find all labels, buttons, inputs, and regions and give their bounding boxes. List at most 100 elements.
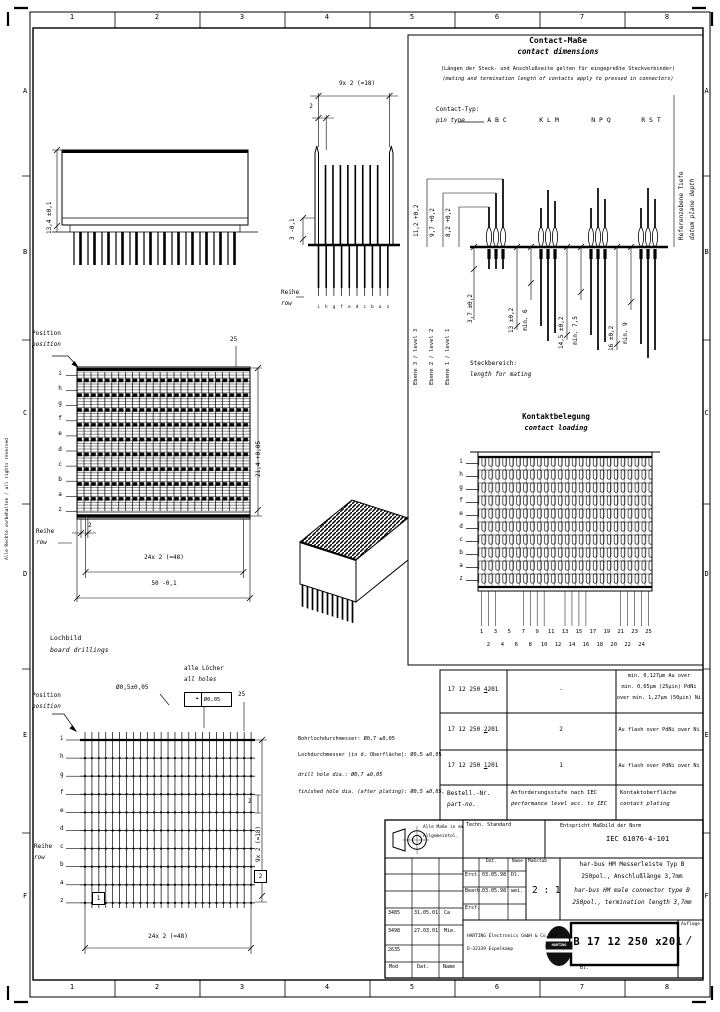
- revision-1-mod: 3485: [388, 910, 401, 916]
- zone-number-top: 3: [239, 13, 245, 21]
- part-no-row-3: 17 12 250 1201: [448, 762, 499, 769]
- top-view-row-label-en: row: [36, 539, 47, 546]
- contact-loading-col-number: 22: [624, 642, 631, 648]
- dim-termination: 3,7 ±0,2: [467, 294, 474, 323]
- level-2-label: Ebene 2 / level 2: [429, 328, 435, 385]
- company-city: D-32339 Espelkamp: [467, 947, 514, 952]
- revision-header-date: Dat.: [417, 964, 430, 970]
- approvals-name-header: Name: [512, 859, 523, 864]
- drillings-vspan-dim: 9x 2 (=18): [255, 825, 262, 862]
- top-view-row-letter: d: [58, 445, 62, 453]
- revision-2-mod: 3498: [388, 928, 401, 934]
- units-note-1: Alle Maße in mm: [423, 825, 464, 830]
- end-view-row-letter: z: [386, 305, 390, 310]
- contact-dims-title-en: contact dimensions: [517, 47, 599, 56]
- generated-line-art: [66, 165, 659, 908]
- dim-klm-total: 13 ±0,2: [508, 307, 515, 333]
- zone-ticks: [22, 12, 710, 997]
- dim-9-7: 9,7 +0,2: [429, 208, 436, 237]
- revision-3-mod: 2635: [388, 947, 401, 953]
- plating-row-1-l1: min. 0,127µm Au over: [627, 673, 691, 679]
- copyright-note: Alle Rechte vorbehalten / all rights res…: [5, 438, 10, 560]
- contact-loading-col-number: 21: [617, 629, 624, 635]
- zone-letter-right: E: [704, 731, 709, 739]
- zone-letter-left: B: [23, 248, 28, 256]
- end-view-row-letter: h: [324, 305, 328, 310]
- zone-number-top: 6: [494, 13, 500, 21]
- pin-type-label-en: pin type: [436, 117, 465, 124]
- drill-note-4: finished hole dia. (after plating): Ø0,5…: [298, 789, 445, 795]
- drillings-row-label-en: row: [34, 854, 45, 861]
- top-view-pos-25: 25: [230, 336, 238, 343]
- drill-note-2: Lochdurchmesser (in d. Oberfläche): Ø0,5…: [298, 752, 442, 758]
- note-ref-2: 2: [254, 870, 267, 883]
- drillings-all-holes: alle Löcher: [184, 665, 224, 672]
- contact-loading-col-number: 25: [645, 629, 652, 635]
- dim-rst-min: min. 9: [622, 322, 629, 344]
- drillings-title-en: board drillings: [50, 646, 109, 654]
- zone-number-bottom: 6: [494, 983, 500, 991]
- end-view-row-letter: g: [332, 305, 336, 310]
- drillings-row-letter: h: [60, 752, 64, 760]
- end-view-row-letter: c: [363, 305, 367, 310]
- drill-note-3: drill hole dia.: Ø0,7 ±0,05: [298, 772, 383, 778]
- part-var: 4: [483, 686, 488, 693]
- zone-letter-right: B: [704, 248, 709, 256]
- header-level: Anforderungsstufe nach IEC: [511, 790, 598, 796]
- created-date: 03.05.98: [482, 872, 507, 878]
- tolerance-value: Ø0,05: [203, 696, 221, 703]
- zone-number-bottom: 8: [664, 983, 670, 991]
- dim-8-2: 8,2 +0,2: [445, 208, 452, 237]
- zone-number-bottom: 4: [324, 983, 330, 991]
- drillings-position-label-en: position: [32, 703, 61, 710]
- pin-type-label: Contact-Typ:: [436, 106, 480, 113]
- header-part-no-en: part-no.: [447, 801, 476, 808]
- pin-type-rst: R S T: [641, 116, 661, 124]
- replaced-label: Ersf.: [465, 905, 481, 911]
- zone-letter-left: F: [23, 892, 28, 900]
- part-post: 201: [487, 762, 499, 769]
- contact-dims-note: (Längen der Steck- und Anschlußseite gel…: [440, 66, 676, 72]
- contact-loading-col-number: 15: [575, 629, 583, 635]
- figure-side-view: [52, 146, 258, 265]
- side-view-height-dim: 13,4 ±0,1: [46, 201, 53, 234]
- zone-letter-left: D: [23, 570, 28, 578]
- dim-npq-total: 14,5 ±0,2: [558, 316, 565, 349]
- description-de-2: 250pol., Anschlußlänge 3,7mm: [581, 873, 683, 880]
- title-block-grid: [384, 819, 704, 979]
- contact-loading-col-number: 1: [479, 629, 484, 635]
- end-view-row-letter: e: [347, 305, 351, 310]
- contact-loading-row-letter: d: [459, 523, 463, 530]
- zone-number-top: 4: [324, 13, 330, 21]
- drillings-title: Lochbild: [50, 634, 82, 642]
- level-3-label: Ebene 3 / level 3: [413, 328, 419, 385]
- contact-loading-row-letter: c: [459, 536, 463, 543]
- top-view-span-dim: 24x 2 (=48): [144, 554, 184, 561]
- drillings-pos-25: 25: [238, 691, 246, 698]
- end-view-depth-dim: 3 -0,1: [289, 218, 296, 240]
- zone-number-top: 7: [579, 13, 585, 21]
- zone-letter-right: A: [704, 87, 709, 95]
- drillings-span-dim: 24x 2 (=48): [148, 933, 188, 940]
- end-view-row-letter: f: [340, 305, 343, 310]
- contact-panel-box: [407, 34, 704, 666]
- drillings-row-letter: g: [60, 770, 64, 778]
- top-view-position-label-en: position: [32, 341, 61, 348]
- drillings-row-letter: f: [60, 788, 64, 796]
- figure-top-view: [52, 346, 262, 602]
- contact-loading-col-number: 5: [507, 629, 511, 635]
- revision-1-date: 31.05.01: [414, 910, 439, 916]
- zone-letter-left: C: [23, 409, 28, 417]
- dim-klm-min: min. 6: [522, 309, 529, 331]
- mating-length-label: Steckbereich:: [470, 360, 517, 367]
- zone-number-top: 1: [69, 13, 75, 21]
- contact-loading-col-number: 6: [514, 642, 518, 648]
- part-no-row-1: 17 12 250 4201: [448, 686, 499, 693]
- dim-11-2: 11,2 +0,2: [413, 204, 420, 237]
- end-view-row-label: Reihe: [281, 289, 300, 296]
- contact-loading-col-number: 20: [610, 642, 618, 648]
- drillings-row-letter: c: [60, 843, 64, 851]
- description-en-2: 250pol., termination length 3,7mm: [572, 899, 692, 906]
- contact-dims-note-en: (mating and termination length of contac…: [442, 76, 674, 82]
